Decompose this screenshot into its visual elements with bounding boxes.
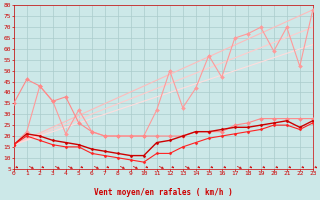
- X-axis label: Vent moyen/en rafales ( km/h ): Vent moyen/en rafales ( km/h ): [94, 188, 233, 197]
